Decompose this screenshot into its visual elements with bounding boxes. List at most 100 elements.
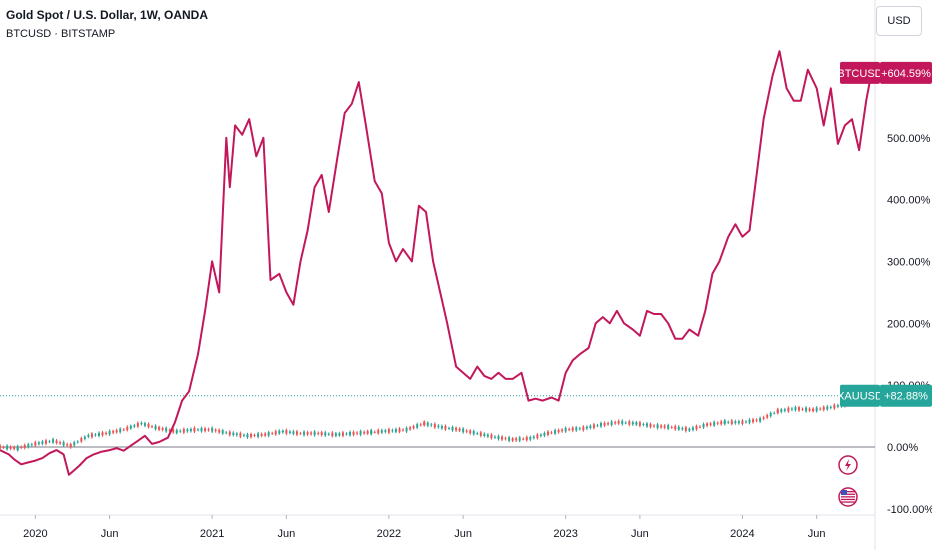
chart-subtitle: BTCUSD · BITSTAMP (6, 28, 116, 40)
gold-candle (108, 430, 111, 435)
gold-candle (780, 409, 783, 412)
us-flag-stripe (841, 491, 855, 493)
gold-candle (568, 429, 571, 431)
gold-candle (320, 432, 323, 436)
gold-candle (6, 445, 9, 450)
y-tick-label: 400.00% (887, 195, 931, 207)
gold-candle (398, 428, 401, 432)
gold-candle (0, 445, 1, 449)
x-tick-label: 2023 (553, 528, 577, 540)
gold-candle (119, 428, 122, 433)
gold-candle (246, 434, 249, 438)
x-tick-label: 2021 (200, 528, 224, 540)
gold-candle (677, 426, 680, 430)
gold-candle (239, 433, 242, 437)
gold-candle (603, 422, 606, 426)
gold-candle (561, 429, 564, 432)
y-tick-label: 0.00% (887, 442, 918, 454)
gold-candle (80, 438, 83, 442)
gold-candle (165, 427, 168, 432)
gold-candle (172, 429, 175, 433)
gold-candle (112, 430, 115, 433)
gold-candle (766, 415, 769, 418)
gold-candle (451, 426, 454, 431)
gold-candle (274, 431, 277, 435)
gold-candle (182, 428, 185, 433)
gold-candle (628, 421, 631, 425)
gold-candle (518, 437, 521, 441)
gold-candle (235, 433, 238, 436)
gold-candle (525, 436, 528, 441)
x-tick-label: Jun (631, 528, 649, 540)
gold-candle (66, 444, 69, 446)
gold-candle (836, 405, 839, 407)
gold-candle (539, 434, 542, 436)
series-value-label: +604.59% (881, 68, 931, 80)
gold-candle (13, 446, 16, 449)
gold-candle (497, 436, 500, 440)
gold-candle (9, 446, 12, 449)
gold-candle (338, 433, 341, 436)
gold-candle (582, 426, 585, 431)
gold-candle (154, 425, 157, 430)
gold-candle (476, 433, 479, 435)
series-name-label: BTCUSD (837, 68, 882, 80)
gold-candle (62, 441, 65, 446)
gold-candle (126, 426, 129, 431)
us-flag-stripe (841, 501, 855, 503)
gold-candle (193, 427, 196, 432)
x-tick-label: Jun (101, 528, 119, 540)
currency-button[interactable]: USD (876, 6, 922, 36)
gold-candle (423, 421, 426, 426)
gold-candle (59, 442, 62, 444)
gold-candle (585, 426, 588, 429)
gold-candle (486, 434, 489, 437)
gold-candle (384, 430, 387, 432)
gold-candle (801, 408, 804, 410)
gold-candle (667, 425, 670, 429)
gold-candle (819, 408, 822, 410)
gold-candle (73, 442, 76, 446)
gold-candle (483, 433, 486, 436)
gold-candle (762, 417, 765, 419)
gold-candle (345, 433, 348, 435)
gold-candle (522, 438, 525, 440)
chart-title: Gold Spot / U.S. Dollar, 1W, OANDA (6, 8, 209, 22)
lightning-icon-glyph (845, 459, 851, 471)
gold-candle (511, 438, 514, 441)
gold-candle (699, 426, 701, 428)
gold-candle (490, 434, 493, 439)
gold-candle (610, 421, 613, 426)
gold-candle (52, 439, 55, 443)
gold-candle (264, 433, 267, 436)
gold-candle (356, 432, 359, 434)
series-name-label: XAUUSD (837, 391, 883, 403)
gold-candle (702, 423, 705, 428)
gold-candle (642, 424, 645, 426)
gold-candle (295, 431, 298, 435)
us-flag-stripe (841, 498, 855, 501)
us-flag-canton (841, 490, 847, 495)
gold-candle (815, 407, 818, 412)
gold-candle (790, 408, 793, 410)
gold-candle (829, 406, 832, 408)
gold-candle (479, 432, 482, 436)
gold-candle (536, 434, 539, 439)
gold-candle (578, 428, 581, 430)
gold-candle (69, 444, 72, 448)
gold-candle (409, 427, 412, 430)
gold-candle (455, 427, 458, 431)
gold-candle (115, 429, 118, 433)
gold-candle (812, 408, 815, 411)
us-flag-stripe (841, 493, 855, 495)
gold-candle (759, 417, 762, 422)
gold-candle (794, 407, 797, 411)
y-tick-label: 300.00% (887, 256, 931, 268)
gold-candle (76, 441, 79, 443)
gold-candle (508, 437, 511, 441)
gold-candle (656, 424, 659, 429)
gold-candle (143, 423, 146, 426)
gold-candle (412, 426, 415, 429)
y-tick-label: 200.00% (887, 318, 931, 330)
